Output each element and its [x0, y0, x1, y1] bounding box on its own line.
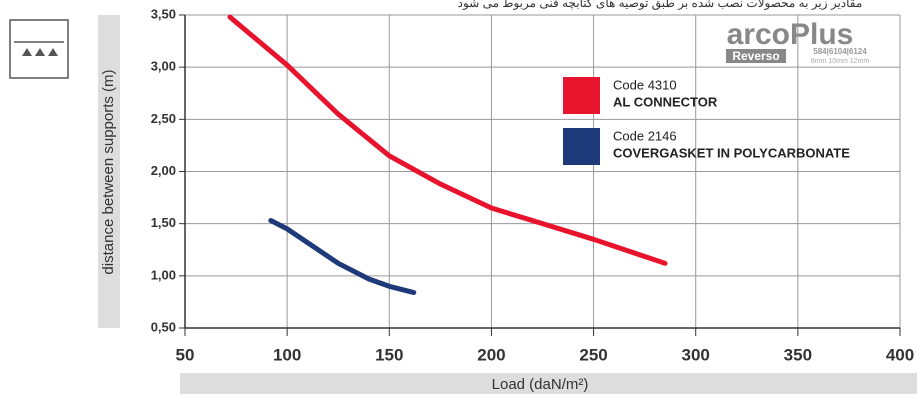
- y-tick-label: 3,00: [151, 59, 176, 74]
- legend-swatch: [563, 128, 600, 165]
- x-tick-label: 400: [886, 345, 914, 364]
- y-axis-label: distance between supports (m): [100, 69, 117, 274]
- x-tick-label: 200: [477, 345, 505, 364]
- series-line: [268, 218, 417, 296]
- x-axis-label: Load (daN/m²): [492, 376, 589, 393]
- y-tick-label: 1,00: [151, 267, 176, 282]
- brand-sizes: 8mm 10mm 12mm: [811, 58, 870, 65]
- x-label-band: [180, 373, 917, 394]
- brand-band: [726, 49, 786, 63]
- legend-swatch: [563, 77, 600, 114]
- brand-name: arcoPlus: [727, 18, 854, 51]
- legend-name: Code 2146: [613, 128, 677, 143]
- y-label-band: [98, 15, 120, 328]
- icon-frame: [9, 19, 69, 79]
- x-tick-label: 300: [682, 345, 710, 364]
- x-tick-label: 350: [784, 345, 812, 364]
- y-tick-label: 2,00: [151, 163, 176, 178]
- legend-description: COVERGASKET IN POLYCARBONATE: [613, 145, 850, 160]
- x-tick-label: 50: [176, 345, 195, 364]
- legend-name: Code 4310: [613, 77, 677, 92]
- brand-codes: 584|6104|6124: [813, 47, 867, 56]
- series-line: [227, 14, 668, 266]
- subtitle: مقادیر زیر به محصولات نصب شده بر طبق توص…: [458, 0, 863, 10]
- icon-triangles: [22, 48, 58, 56]
- y-tick-label: 3,50: [151, 6, 176, 21]
- y-tick-label: 2,50: [151, 111, 176, 126]
- x-tick-label: 150: [375, 345, 403, 364]
- legend-description: AL CONNECTOR: [613, 94, 718, 109]
- x-tick-label: 250: [579, 345, 607, 364]
- x-tick-label: 100: [273, 345, 301, 364]
- y-tick-label: 1,50: [151, 215, 176, 230]
- brand-line: Reverso: [732, 49, 779, 63]
- y-tick-label: 0,50: [151, 319, 176, 334]
